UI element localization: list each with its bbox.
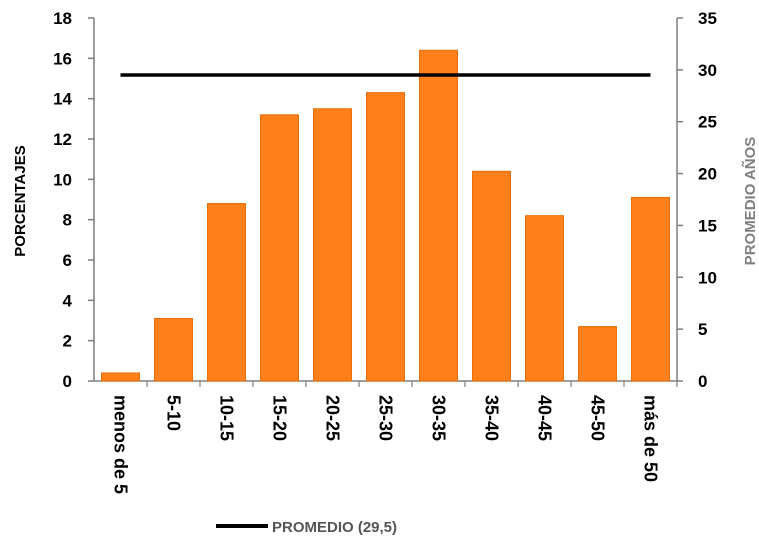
right-tick-label: 25 (698, 113, 717, 132)
category-label: menos de 5 (111, 395, 131, 494)
right-tick-label: 15 (698, 216, 717, 235)
category-label: 45-50 (588, 395, 608, 441)
left-tick-label: 4 (63, 291, 73, 310)
category-label: 10-15 (217, 395, 237, 441)
bar-series (94, 49, 678, 387)
bar (260, 114, 299, 382)
bar (101, 372, 140, 382)
category-label: 20-25 (323, 395, 343, 441)
left-tick-label: 12 (53, 130, 72, 149)
left-tick-label: 0 (63, 372, 72, 391)
left-axis-title: PORCENTAJES (12, 145, 29, 256)
left-tick-label: 16 (53, 49, 72, 68)
category-label: 30-35 (429, 395, 449, 441)
bar (472, 170, 511, 382)
right-axis-title: PROMEDIO AÑOS (741, 137, 759, 266)
category-label: 35-40 (482, 395, 502, 441)
bar (207, 203, 246, 382)
legend-label: PROMEDIO (29,5) (272, 519, 397, 536)
bar (578, 326, 617, 382)
left-y-axis: 0 2 4 6 8 10 12 14 16 18 (53, 9, 95, 391)
right-y-axis: 0 5 10 15 20 25 30 35 (676, 9, 717, 391)
category-labels: menos de 5 5-10 10-15 15-20 20-25 25-30 30-35 3… (111, 395, 661, 494)
right-tick-label: 20 (698, 165, 717, 184)
left-tick-label: 18 (53, 9, 72, 28)
right-tick-label: 35 (698, 9, 717, 28)
left-tick-label: 2 (63, 332, 72, 351)
category-label: 40-45 (535, 395, 555, 441)
category-label: 15-20 (270, 395, 290, 441)
right-tick-label: 5 (698, 320, 707, 339)
bar (366, 92, 405, 382)
bar (313, 108, 352, 382)
left-tick-label: 14 (53, 90, 72, 109)
right-tick-label: 0 (698, 372, 707, 391)
left-tick-label: 8 (63, 211, 72, 230)
left-tick-label: 6 (63, 251, 72, 270)
bar (631, 196, 670, 382)
bar (154, 317, 193, 382)
bar (419, 49, 458, 382)
category-label: 25-30 (376, 395, 396, 441)
right-tick-label: 10 (698, 268, 717, 287)
category-label: más de 50 (641, 395, 661, 482)
left-tick-label: 10 (53, 170, 72, 189)
bar (525, 215, 564, 382)
legend: PROMEDIO (29,5) (216, 519, 397, 536)
category-label: 5-10 (164, 395, 184, 431)
right-tick-label: 30 (698, 61, 717, 80)
